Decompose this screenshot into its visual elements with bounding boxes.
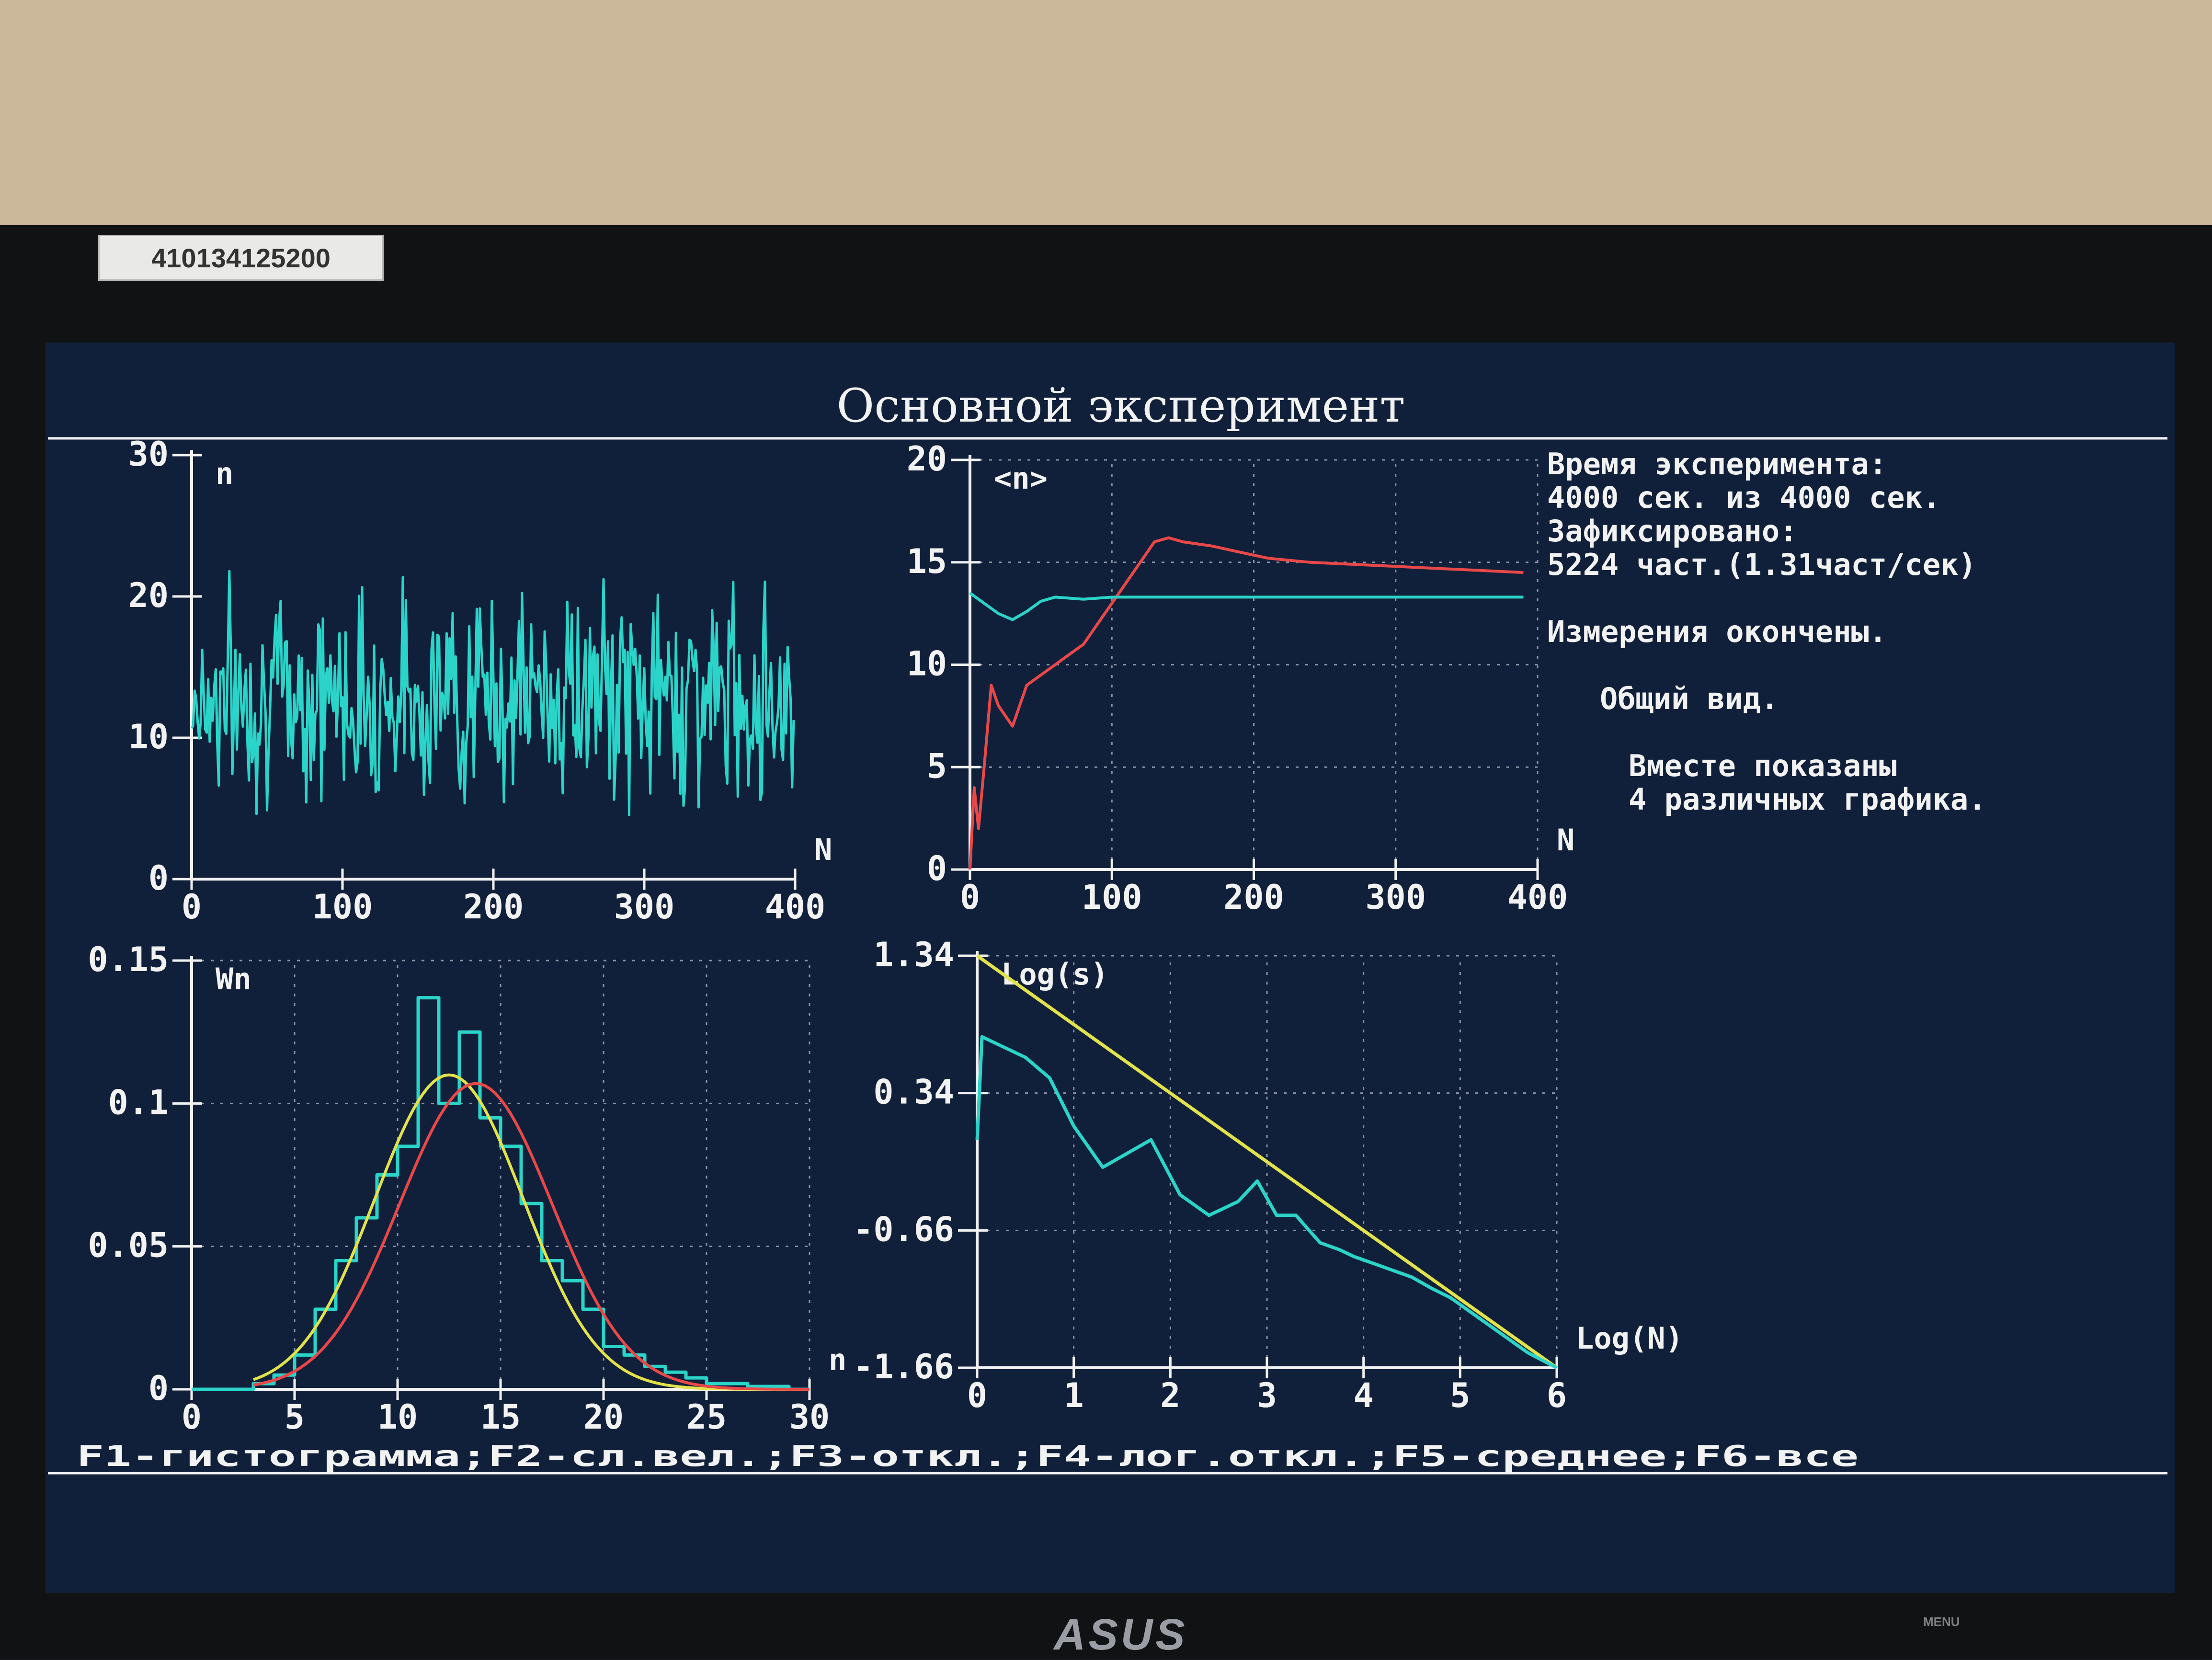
chart4-x-tick-label: 5	[1450, 1376, 1470, 1415]
fixed-label: Зафиксировано:	[1547, 514, 1798, 549]
monitor-screen	[46, 343, 2175, 1593]
chart3-x-tick-label: 20	[583, 1397, 624, 1437]
function-key-legend: F1-гистограмма;F2-сл.вел.;F3-откл.;F4-ло…	[77, 1440, 1859, 1473]
chart2-y-tick-label: 20	[907, 439, 947, 479]
chart3-x-tick-label: 5	[285, 1397, 305, 1437]
chart3-x-tick-label: 30	[789, 1397, 830, 1437]
chart4-x-tick-label: 4	[1354, 1376, 1374, 1415]
note-line-1: Вместе показаны	[1629, 748, 1897, 783]
chart4-x-tick-label: 1	[1064, 1376, 1084, 1415]
chart2-x-tick-label: 400	[1507, 878, 1568, 917]
chart2-series-cyan	[969, 592, 1524, 621]
monitor-brand-logo: ASUS	[1054, 1610, 1188, 1659]
chart1-x-tick-label: 100	[312, 887, 373, 927]
chart3-x-tick-label: 15	[480, 1397, 521, 1437]
chart2-x-tick-label: 200	[1223, 878, 1284, 917]
chart1-y-tick-label: 20	[128, 576, 169, 615]
chart3-fit-red	[253, 1082, 810, 1391]
chart1-y-tick-label: 0	[148, 859, 169, 898]
chart4-y-tick-label: 0.34	[873, 1073, 954, 1112]
time-label: Время эксперимента:	[1547, 446, 1887, 481]
chart2-y-tick-label: 0	[927, 849, 947, 888]
status-text: Измерения окончены.	[1547, 614, 1887, 649]
chart3-x-tick-label: 10	[377, 1397, 418, 1437]
chart3-x-axis-label: n	[829, 1342, 846, 1377]
chart3-fit-yellow	[252, 1073, 810, 1391]
chart1-x-axis-label: N	[814, 832, 832, 867]
chart1-y-axis-label: n	[216, 456, 233, 491]
chart3-y-tick-label: 0.15	[88, 940, 169, 979]
view-text: Общий вид.	[1600, 681, 1779, 716]
chart4-x-tick-label: 3	[1257, 1376, 1277, 1415]
chart1-x-tick-label: 200	[463, 887, 524, 927]
fixed-value: 5224 част.(1.31част/сек)	[1547, 547, 1976, 582]
chart3-x-tick-label: 25	[686, 1397, 727, 1437]
chart4-y-tick-label: -1.66	[853, 1347, 954, 1386]
chart2-x-axis-label: N	[1557, 823, 1574, 858]
chart3-y-tick-label: 0.1	[108, 1083, 169, 1122]
chart1-series-cyan	[190, 570, 795, 816]
time-value: 4000 сек. из 4000 сек.	[1547, 480, 1940, 515]
chart1-y-tick-label: 30	[128, 435, 169, 474]
chart4-x-tick-label: 6	[1547, 1376, 1567, 1415]
chart4-y-tick-label: 1.34	[873, 935, 954, 974]
office-ceiling-background	[0, 0, 2212, 230]
note-line-2: 4 различных графика.	[1629, 782, 1986, 817]
chart2-x-tick-label: 0	[960, 878, 980, 917]
chart4-x-axis-label: Log(N)	[1576, 1321, 1683, 1356]
chart2-x-tick-label: 300	[1366, 878, 1426, 917]
chart4-y-axis-label: Log(s)	[1001, 957, 1108, 992]
chart1-x-tick-label: 0	[182, 887, 202, 927]
chart2-y-tick-label: 15	[907, 542, 947, 581]
chart3-y-axis-label: Wn	[216, 962, 251, 996]
chart4-x-tick-label: 2	[1160, 1376, 1180, 1415]
chart2-y-tick-label: 10	[907, 644, 947, 684]
chart2-x-tick-label: 100	[1082, 878, 1142, 917]
menu-button-label[interactable]: MENU	[1923, 1614, 1960, 1629]
screen-title: Основной эксперимент	[837, 379, 1405, 433]
chart2-y-tick-label: 5	[927, 746, 947, 786]
chart1-x-tick-label: 400	[765, 887, 825, 927]
chart3-y-tick-label: 0	[148, 1369, 169, 1408]
chart2-series-red	[969, 536, 1524, 870]
chart3-x-tick-label: 0	[182, 1397, 202, 1437]
chart3-y-tick-label: 0.05	[88, 1226, 169, 1265]
chart1-y-tick-label: 10	[128, 717, 169, 756]
chart2-y-axis-label: <n>	[994, 461, 1048, 496]
chart4-series-cyan	[975, 1035, 1558, 1370]
chart4-y-tick-label: -0.66	[853, 1210, 954, 1249]
asset-sticker: 410134125200	[98, 235, 384, 281]
chart3-histogram-cyan	[192, 996, 810, 1391]
chart4-x-tick-label: 0	[967, 1376, 987, 1415]
chart1-x-tick-label: 300	[614, 887, 674, 927]
chart4-series-yellow	[976, 954, 1558, 1369]
info-panel: Время эксперимента: 4000 сек. из 4000 се…	[1547, 446, 1986, 817]
